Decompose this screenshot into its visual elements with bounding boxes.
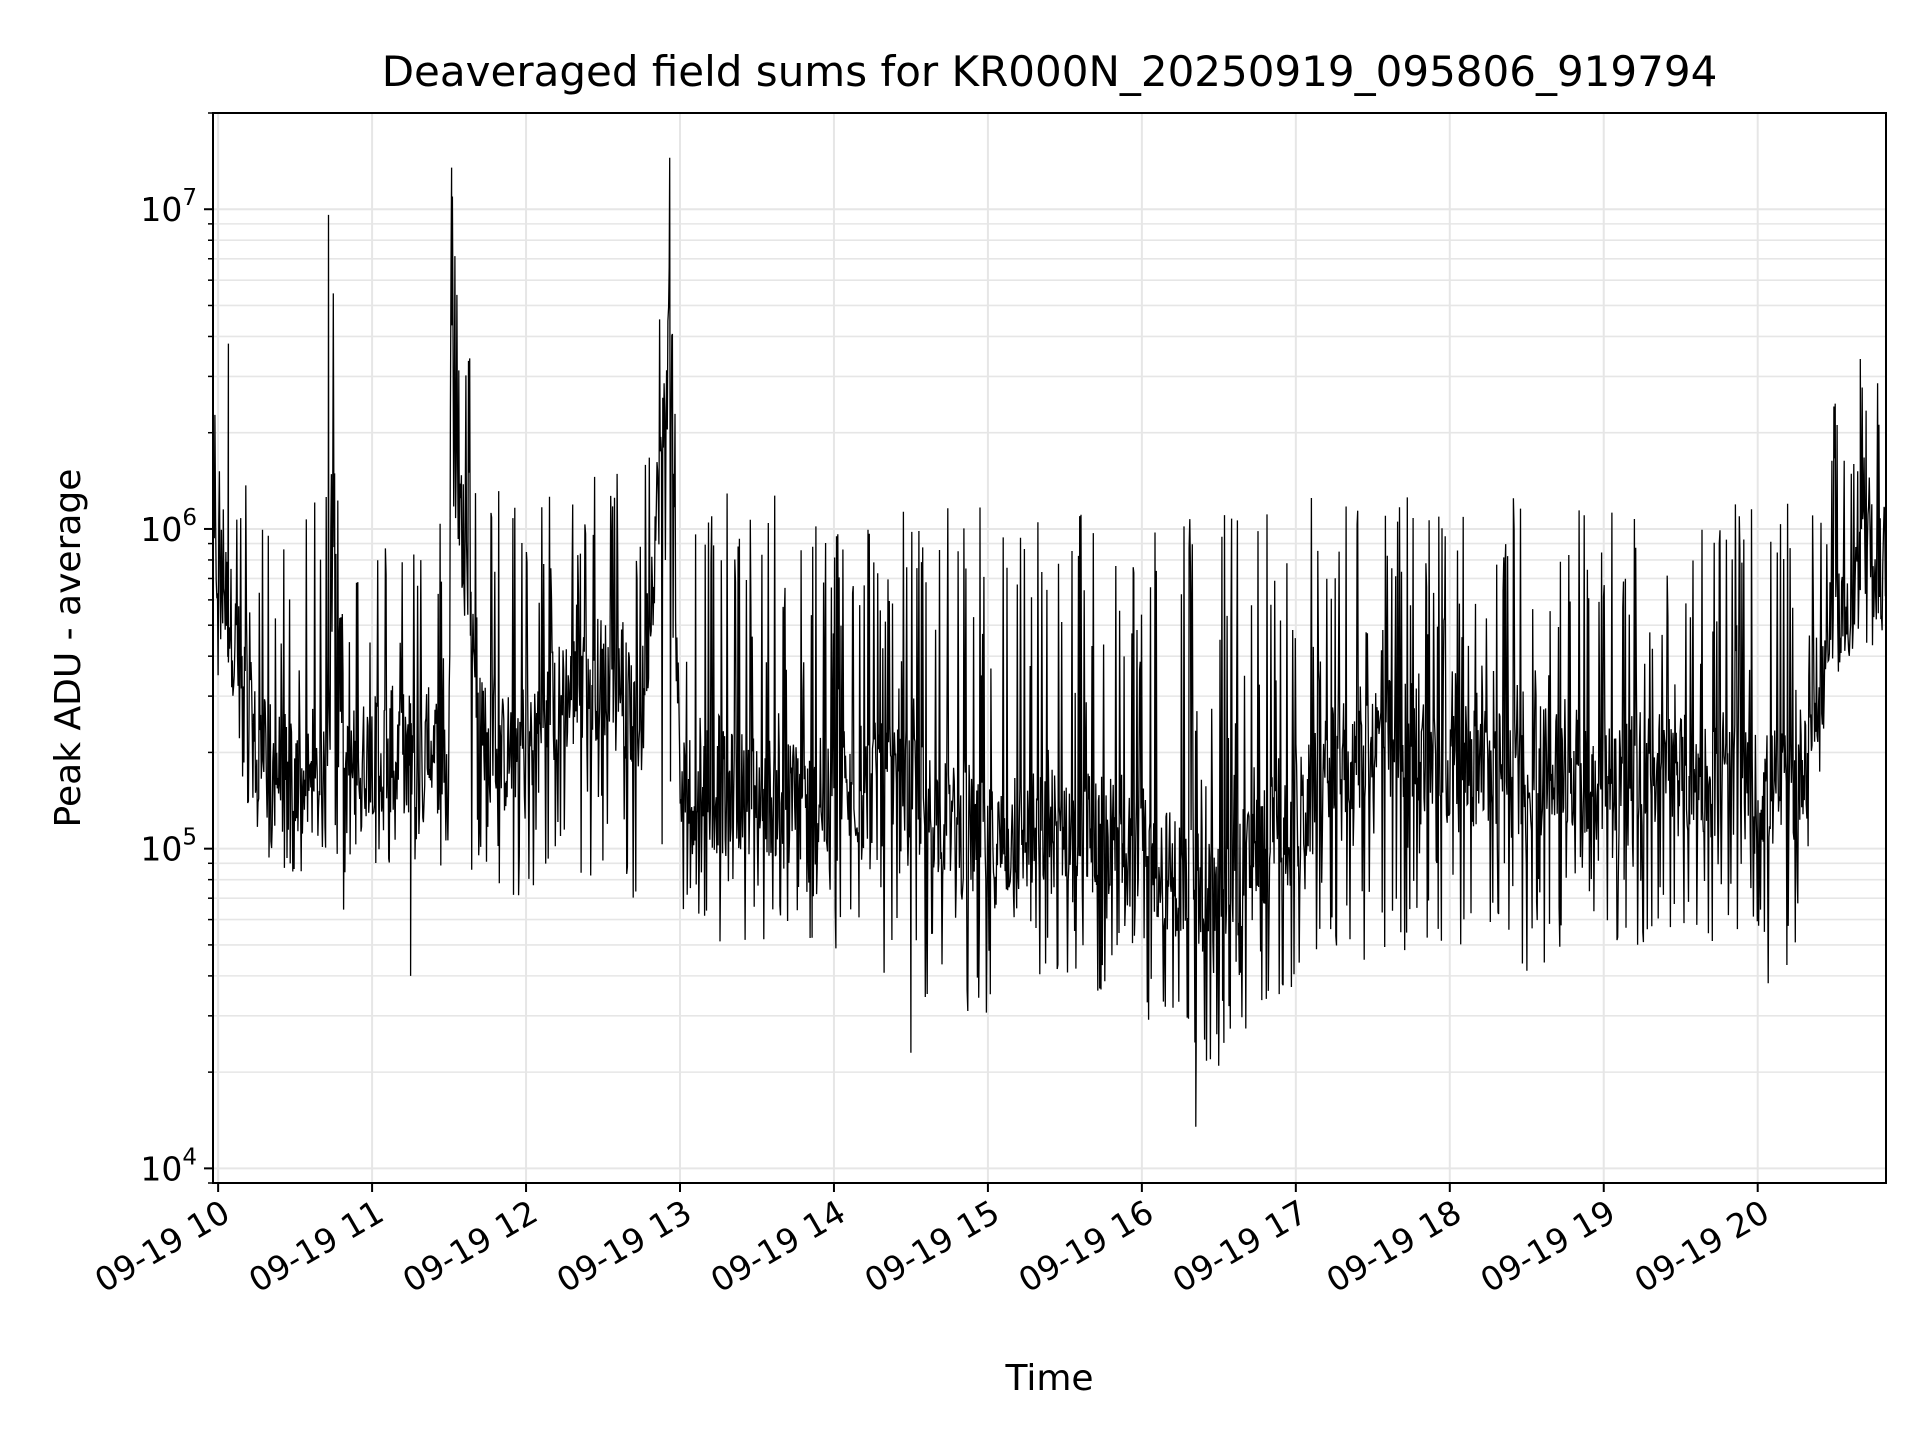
y-tick-base: 10 bbox=[140, 830, 182, 869]
series-line bbox=[212, 157, 1887, 1127]
y-tick-exponent: 5 bbox=[182, 825, 197, 851]
y-tick-exponent: 6 bbox=[182, 505, 197, 531]
data-series bbox=[212, 157, 1887, 1127]
y-tick-exponent: 7 bbox=[182, 185, 197, 211]
y-tick-base: 10 bbox=[140, 190, 182, 229]
y-tick-label: 105 bbox=[140, 825, 197, 869]
y-axis-label: Peak ADU - average bbox=[48, 469, 89, 828]
y-tick-base: 10 bbox=[140, 1149, 182, 1188]
chart-title: Deaveraged field sums for KR000N_2025091… bbox=[382, 47, 1718, 96]
x-axis-label: Time bbox=[1004, 1358, 1093, 1399]
y-tick-label: 107 bbox=[140, 185, 197, 229]
y-tick-base: 10 bbox=[140, 510, 182, 549]
y-tick-exponent: 4 bbox=[182, 1144, 197, 1170]
plot-frame bbox=[212, 112, 1887, 1184]
y-tick-label: 104 bbox=[140, 1144, 197, 1188]
y-tick-label: 106 bbox=[140, 505, 197, 549]
